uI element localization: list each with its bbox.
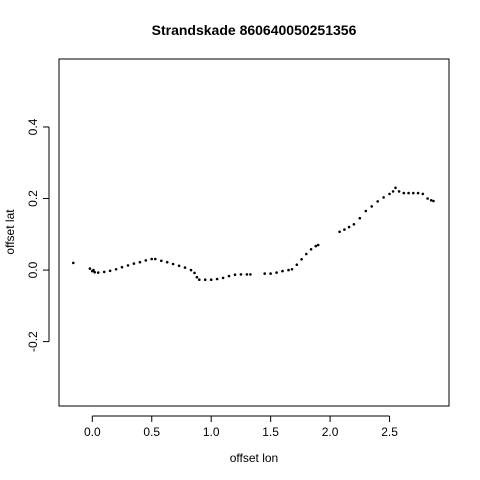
data-point — [92, 268, 95, 272]
data-point — [209, 278, 213, 282]
data-point — [287, 268, 290, 272]
data-point — [290, 268, 294, 271]
data-point — [407, 191, 410, 195]
data-point — [171, 262, 175, 266]
data-point — [144, 259, 148, 262]
data-point — [429, 199, 433, 202]
data-point — [402, 191, 406, 195]
data-point — [233, 273, 237, 277]
data-point — [352, 223, 356, 226]
data-point — [412, 191, 415, 195]
data-point — [263, 272, 267, 275]
y-axis-label: offset lat — [3, 209, 17, 255]
plot-frame — [58, 58, 450, 407]
data-point — [309, 248, 313, 251]
data-point — [376, 200, 380, 203]
data-point — [316, 243, 320, 247]
data-point — [198, 278, 201, 282]
data-point — [347, 225, 351, 229]
x-tick-label: 0.5 — [143, 425, 160, 439]
x-axis: 0.0 0.5 1.0 1.5 2.0 2.5 — [84, 415, 398, 439]
data-point — [215, 277, 219, 281]
data-point — [177, 264, 181, 268]
data-point — [132, 262, 136, 265]
data-point — [193, 271, 196, 275]
data-point — [281, 269, 284, 273]
y-axis: -0.2 0.0 0.2 0.4 — [26, 118, 50, 352]
x-tick-label: 2.5 — [381, 425, 398, 439]
data-point — [183, 266, 187, 269]
y-tick-label: 0.4 — [26, 118, 40, 135]
data-point — [120, 265, 124, 269]
data-point — [203, 278, 207, 282]
data-point — [364, 209, 368, 213]
data-point — [300, 258, 303, 261]
data-point — [432, 199, 435, 203]
chart-title: Strandskade 860640050251356 — [152, 22, 357, 38]
data-point — [138, 260, 142, 264]
data-point — [96, 271, 100, 274]
data-point — [426, 197, 429, 200]
data-point — [343, 228, 346, 231]
data-point — [314, 244, 318, 248]
data-point — [338, 230, 341, 234]
data-point — [93, 270, 96, 274]
data-point — [388, 192, 391, 196]
data-point — [114, 268, 118, 271]
y-tick-label: 0.2 — [26, 190, 40, 207]
data-point — [126, 264, 130, 267]
data-point — [394, 186, 397, 190]
data-point — [305, 252, 308, 256]
data-point — [416, 191, 420, 195]
x-tick-label: 2.0 — [322, 425, 339, 439]
data-point — [108, 269, 112, 273]
data-point — [249, 273, 252, 276]
data-point — [391, 190, 395, 193]
x-tick-label: 0.0 — [84, 425, 101, 439]
data-point — [295, 263, 299, 267]
data-point — [245, 273, 249, 276]
data-point — [154, 257, 157, 261]
data-point — [160, 259, 163, 263]
data-point — [227, 274, 231, 278]
data-point — [195, 275, 199, 279]
data-point — [370, 205, 374, 208]
data-points — [72, 186, 435, 282]
data-point — [358, 216, 362, 220]
data-point — [269, 272, 272, 275]
y-tick-label: -0.2 — [26, 331, 40, 352]
data-point — [239, 273, 243, 276]
data-point — [397, 190, 401, 193]
data-point — [189, 268, 193, 272]
data-point — [165, 260, 169, 264]
data-point — [72, 261, 75, 265]
data-point — [382, 196, 385, 199]
x-tick-label: 1.0 — [203, 425, 220, 439]
x-axis-label: offset lon — [230, 451, 278, 465]
data-point — [275, 271, 278, 274]
data-point — [221, 276, 225, 280]
data-point — [150, 257, 153, 261]
y-tick-label: 0.0 — [26, 261, 40, 278]
data-point — [421, 192, 425, 196]
x-tick-label: 1.5 — [262, 425, 279, 439]
data-point — [102, 270, 106, 274]
data-point — [88, 267, 92, 270]
